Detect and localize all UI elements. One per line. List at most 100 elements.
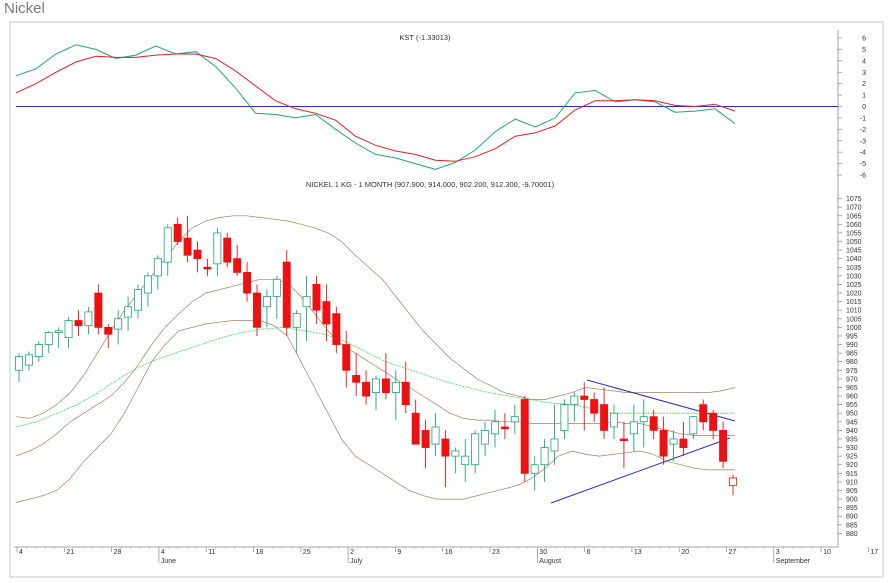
candle-body [153, 258, 162, 277]
price-y-tick-label: 895 [846, 505, 858, 512]
candle-body [550, 438, 559, 452]
candle [471, 430, 480, 474]
price-y-tick-label: 905 [846, 488, 858, 495]
price-y-tick-label: 960 [846, 394, 858, 401]
candle [362, 370, 371, 405]
candle-body [193, 249, 202, 260]
candle-body [510, 416, 519, 423]
candle-body [54, 330, 63, 333]
trendline-lower [550, 437, 731, 504]
price-y-tick-label: 1070 [846, 205, 862, 212]
candle [64, 317, 73, 348]
candle-body [431, 426, 440, 445]
price-y-tick-label: 995 [846, 333, 858, 340]
x-tick-label: 25 [303, 549, 311, 556]
candle-body [421, 429, 430, 448]
kst-y-tick-label: 1 [862, 93, 866, 100]
candle-body [362, 381, 371, 397]
candle-body [74, 320, 83, 327]
candle-body [312, 284, 321, 311]
x-tick-label: 9 [397, 549, 401, 556]
candle [629, 404, 638, 451]
price-y-tick-label: 940 [846, 428, 858, 435]
price-y-tick-label: 1010 [846, 308, 862, 315]
price-y-tick-label: 935 [846, 436, 858, 443]
candle-body [411, 412, 420, 445]
candle [74, 310, 83, 336]
candle [352, 353, 361, 397]
candle-body [34, 344, 43, 357]
candle-body [401, 381, 410, 406]
price-y-tick-label: 900 [846, 497, 858, 504]
x-tick-label: 10 [823, 549, 831, 556]
candle-body [64, 320, 73, 339]
candle-body [272, 278, 281, 297]
candle-body [649, 416, 658, 431]
candle-body [282, 261, 291, 328]
candle-body [143, 275, 152, 294]
candle-body [114, 318, 123, 330]
candle-body [44, 332, 53, 345]
candle [580, 382, 589, 431]
candle [143, 272, 152, 307]
candle-body [709, 412, 718, 431]
price-y-tick-label: 985 [846, 351, 858, 358]
price-y-tick-label: 1005 [846, 316, 862, 323]
candle [659, 416, 668, 465]
candle [183, 215, 192, 263]
candle [322, 284, 331, 342]
candle [709, 409, 718, 439]
candle [669, 430, 678, 462]
candle [223, 232, 232, 268]
price-y-tick-label: 890 [846, 514, 858, 521]
candle [649, 409, 658, 439]
candle-body [570, 395, 579, 406]
candle-body [530, 464, 539, 474]
moving-average [15, 326, 735, 428]
candle-body [491, 421, 499, 435]
candle-body [729, 477, 737, 486]
candle [530, 456, 539, 491]
price-y-tick-label: 965 [846, 385, 858, 392]
x-tick-label: 6 [587, 549, 591, 556]
price-y-tick-label: 990 [846, 342, 858, 349]
kst-y-tick-label: -5 [860, 161, 866, 168]
kst-y-tick-label: -4 [860, 150, 866, 157]
candle [153, 255, 162, 290]
x-tick-label: 20 [681, 549, 689, 556]
candle [570, 392, 579, 422]
x-tick-label: 11 [208, 549, 215, 556]
x-tick-label: 13 [634, 549, 642, 556]
candle-body [659, 429, 668, 457]
candle [94, 284, 103, 335]
candle-body [590, 399, 599, 414]
price-y-tick-label: 1000 [846, 325, 862, 332]
candle [451, 447, 460, 474]
candle [500, 413, 509, 439]
candle-body [619, 438, 628, 442]
x-tick-label: 2 [350, 549, 354, 556]
candle [441, 430, 450, 488]
x-tick-label: 28 [114, 549, 122, 556]
kst-y-tick-label: 0 [862, 104, 866, 111]
candle-body [391, 381, 400, 394]
candle [619, 421, 628, 469]
candle-body [500, 426, 509, 430]
candle [173, 217, 182, 245]
kst-y-tick-label: -6 [860, 173, 866, 180]
candle [84, 306, 93, 335]
price-y-tick-label: 885 [846, 522, 858, 529]
candle [272, 275, 281, 319]
x-tick-label: 21 [66, 549, 74, 556]
price-y-tick-label: 920 [846, 462, 858, 469]
candle-body [342, 344, 351, 371]
kst-y-tick-label: 3 [862, 70, 866, 77]
candle [431, 413, 440, 457]
candle-body [451, 450, 460, 457]
candle [550, 404, 559, 465]
bollinger-lower [15, 320, 735, 503]
candle [15, 353, 23, 383]
price-y-tick-label: 980 [846, 359, 858, 366]
